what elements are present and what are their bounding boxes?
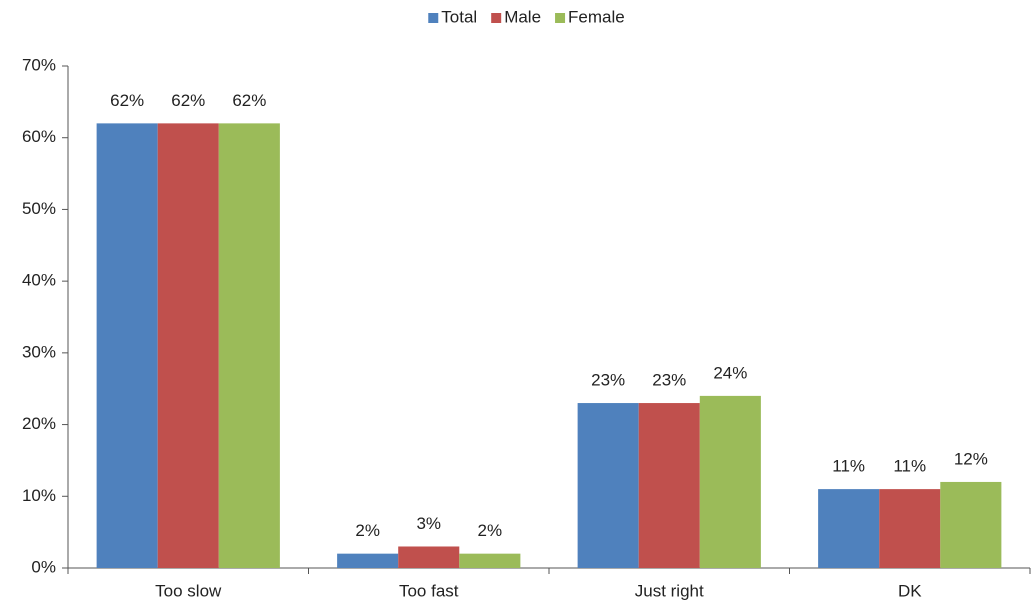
y-tick-label: 60% [22,127,56,146]
y-tick-label: 10% [22,486,56,505]
value-label: 2% [355,521,380,540]
y-tick-label: 0% [31,557,56,576]
legend-swatch [491,13,502,23]
value-label: 62% [232,91,266,110]
legend-label: Male [504,7,541,26]
value-label: 62% [110,91,144,110]
value-label: 23% [652,371,686,390]
bar [459,553,521,568]
legend-swatch [428,13,439,23]
y-tick-label: 70% [22,55,56,74]
value-label: 12% [954,449,988,468]
x-tick-label: Too slow [155,581,222,600]
legend-label: Total [441,7,477,26]
x-tick-label: Just right [635,581,704,600]
value-label: 11% [893,457,926,476]
value-label: 62% [171,91,205,110]
bar [818,489,880,568]
bar [398,546,460,568]
x-tick-label: DK [898,581,922,600]
value-label: 2% [478,521,503,540]
bar [940,481,1002,568]
value-label: 11% [832,457,865,476]
y-tick-label: 40% [22,271,56,290]
x-tick-label: Too fast [399,581,459,600]
value-label: 24% [713,363,747,382]
bar [638,403,700,568]
bar [96,123,158,568]
y-tick-label: 20% [22,414,56,433]
bar [879,489,941,568]
y-tick-label: 30% [22,342,56,361]
bar [337,553,399,568]
value-label: 3% [416,514,441,533]
bar [157,123,219,568]
value-label: 23% [591,371,625,390]
y-tick-label: 50% [22,199,56,218]
bar [218,123,280,568]
bar [577,403,639,568]
legend-swatch [555,13,566,23]
legend-label: Female [568,7,625,26]
bar [699,395,761,568]
